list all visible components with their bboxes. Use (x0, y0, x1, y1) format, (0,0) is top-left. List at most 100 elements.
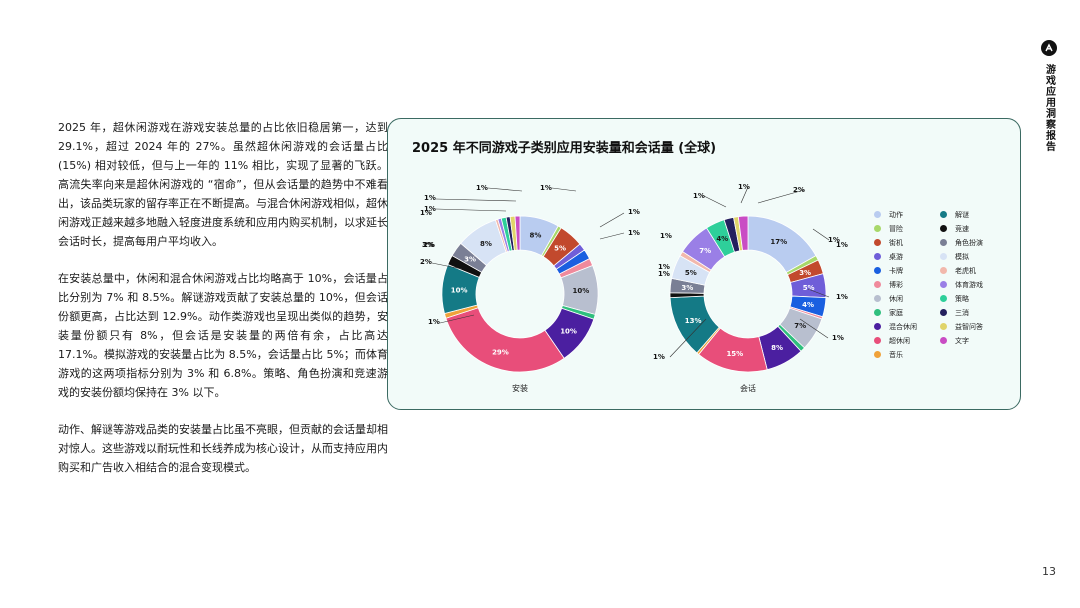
legend-swatch (874, 295, 881, 302)
slice-20 (737, 215, 749, 251)
data-label: 8% (771, 344, 783, 352)
leader-line (807, 288, 830, 298)
leader-line (599, 212, 625, 228)
series-name: 会话 (740, 383, 756, 393)
legend-label: 三消 (955, 308, 969, 317)
data-label: 4% (716, 235, 728, 243)
legend-item: 卡牌 (874, 265, 940, 276)
legend-item: 动作 (874, 209, 940, 220)
legend-item: 模拟 (940, 251, 1006, 262)
legend-swatch (874, 281, 881, 288)
leader-line (799, 318, 829, 339)
legend-swatch (874, 211, 881, 218)
legend-label: 混合休闲 (889, 322, 917, 331)
legend-label: 音乐 (889, 350, 903, 359)
callout-label: 1% (653, 353, 665, 361)
legend-swatch (874, 239, 881, 246)
legend-item: 角色扮演 (940, 237, 1006, 248)
legend-swatch (874, 309, 881, 316)
callout-label: 1% (738, 183, 750, 191)
legend-item: 解谜 (940, 209, 1006, 220)
legend-label: 模拟 (955, 252, 969, 261)
data-label: 10% (451, 286, 468, 294)
leader-line (740, 186, 749, 204)
legend-item: 策略 (940, 293, 1006, 304)
callout-label: 1% (828, 236, 840, 244)
legend-label: 竞速 (955, 224, 969, 233)
legend-item: 冒险 (874, 223, 940, 234)
leader-line (703, 195, 727, 208)
slice-20 (514, 215, 521, 251)
legend-swatch (940, 295, 947, 302)
data-label: 4% (802, 301, 814, 309)
data-label: 5% (685, 269, 697, 277)
chart-legend: 动作 解谜 冒险 竞速 街机 角色扮演 桌游 模拟 卡牌 老虎机 博彩 体育游戏 休闲 策略 家庭 三消 混合休… (874, 209, 1006, 360)
callout-label: 1% (832, 334, 844, 342)
legend-swatch (940, 281, 947, 288)
data-label: 3% (681, 284, 693, 292)
callout-label: 1% (424, 194, 436, 202)
leader-line (599, 232, 625, 240)
data-label: 17% (770, 238, 787, 246)
data-label: 10% (573, 287, 590, 295)
legend-swatch (940, 225, 947, 232)
legend-swatch (874, 337, 881, 344)
legend-item: 老虎机 (940, 265, 1006, 276)
callout-label: 1% (658, 263, 670, 271)
callout-label: 1% (424, 205, 436, 213)
callout-label: 1% (540, 184, 552, 192)
data-label: 15% (726, 350, 743, 358)
legend-label: 家庭 (889, 308, 903, 317)
legend-swatch (940, 211, 947, 218)
page-number: 13 (1042, 565, 1056, 578)
legend-swatch (940, 309, 947, 316)
legend-item: 三消 (940, 307, 1006, 318)
callout-label: 3% (422, 241, 434, 249)
legend-label: 策略 (955, 294, 969, 303)
leader-line (669, 318, 707, 358)
legend-swatch (940, 337, 947, 344)
callout-label: 2% (420, 258, 432, 266)
legend-label: 角色扮演 (955, 238, 983, 247)
data-label: 5% (554, 245, 566, 253)
legend-swatch (940, 323, 947, 330)
data-label: 13% (685, 317, 702, 325)
legend-item: 音乐 (874, 349, 940, 360)
legend-label: 街机 (889, 238, 903, 247)
legend-item: 混合休闲 (874, 321, 940, 332)
side-brand: 游戏应用洞察报告 (1034, 40, 1064, 152)
callout-label: 1% (628, 229, 640, 237)
legend-label: 解谜 (955, 210, 969, 219)
callout-label: 1% (660, 232, 672, 240)
data-label: 7% (794, 322, 806, 330)
callout-label: 1% (658, 270, 670, 278)
legend-swatch (940, 253, 947, 260)
callouts-session: 2%1%1%1%1%1%1%1%1%1%1% (653, 183, 848, 361)
leader-line (435, 208, 507, 212)
leader-line (435, 198, 517, 202)
data-label: 29% (492, 348, 509, 356)
callout-label: 1% (693, 192, 705, 200)
legend-swatch (940, 239, 947, 246)
legend-label: 益智问答 (955, 322, 983, 331)
body-text: 2025 年，超休闲游戏在游戏安装总量的占比依旧稳居第一，达到 29.1%，超过… (58, 118, 388, 495)
leader-line (757, 189, 805, 204)
callout-label: 1% (476, 184, 488, 192)
data-label: 3% (799, 269, 811, 277)
paragraph-3: 动作、解谜等游戏品类的安装量占比虽不亮眼，但贡献的会话量却相对惊人。这些游戏以耐… (58, 423, 388, 474)
legend-label: 体育游戏 (955, 280, 983, 289)
legend-item: 竞速 (940, 223, 1006, 234)
callout-label: 1% (836, 293, 848, 301)
data-label: 8% (480, 240, 492, 248)
legend-item: 家庭 (874, 307, 940, 318)
legend-item: 桌游 (874, 251, 940, 262)
data-label: 10% (560, 327, 577, 335)
report-title: 游戏应用洞察报告 (1043, 64, 1055, 152)
legend-swatch (940, 267, 947, 274)
data-label: 7% (699, 247, 711, 255)
callout-label: 1% (420, 209, 432, 217)
leader-line (431, 262, 463, 270)
series-name: 安装 (512, 383, 528, 393)
legend-label: 老虎机 (955, 266, 976, 275)
brand-logo-icon (1041, 40, 1057, 56)
